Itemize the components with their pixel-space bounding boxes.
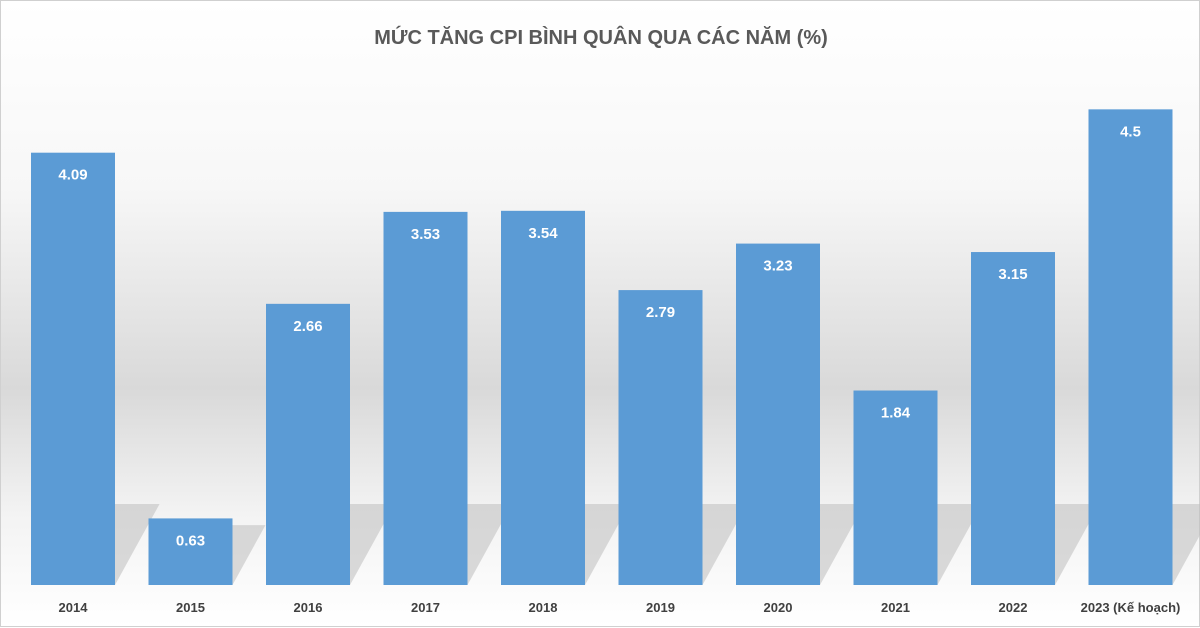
x-axis-ticks: 2014 2015 2016 2017 2018 2019 2020 2021 2022 2023… — [59, 600, 1181, 615]
bar-2014 — [31, 153, 115, 585]
bar-2015 — [149, 518, 233, 585]
data-label: 3.54 — [528, 225, 558, 242]
x-tick-label: 2014 — [59, 600, 89, 615]
bar-2020 — [736, 244, 820, 585]
x-tick-label: 2015 — [176, 600, 205, 615]
bar-2016 — [266, 304, 350, 585]
data-label: 1.84 — [881, 405, 911, 422]
x-tick-label: 2016 — [294, 600, 323, 615]
bar-2022 — [971, 252, 1055, 585]
x-tick-label: 2019 — [646, 600, 675, 615]
x-tick-label: 2020 — [764, 600, 793, 615]
data-label: 3.23 — [763, 258, 792, 275]
bar-2018 — [501, 211, 585, 585]
data-label: 2.66 — [293, 318, 322, 335]
x-tick-label: 2017 — [411, 600, 440, 615]
data-label: 4.5 — [1120, 123, 1141, 140]
bar-2017 — [384, 212, 468, 585]
x-tick-label: 2018 — [529, 600, 558, 615]
bar-2023 — [1089, 109, 1173, 585]
x-tick-label: 2023 (Kế hoạch) — [1081, 600, 1181, 615]
data-label: 3.15 — [998, 266, 1027, 283]
data-label: 2.79 — [646, 304, 675, 321]
bar-2019 — [619, 290, 703, 585]
data-label: 0.63 — [176, 532, 205, 549]
x-tick-label: 2021 — [881, 600, 910, 615]
data-label: 3.53 — [411, 226, 440, 243]
data-label: 4.09 — [58, 167, 87, 184]
x-tick-label: 2022 — [999, 600, 1028, 615]
